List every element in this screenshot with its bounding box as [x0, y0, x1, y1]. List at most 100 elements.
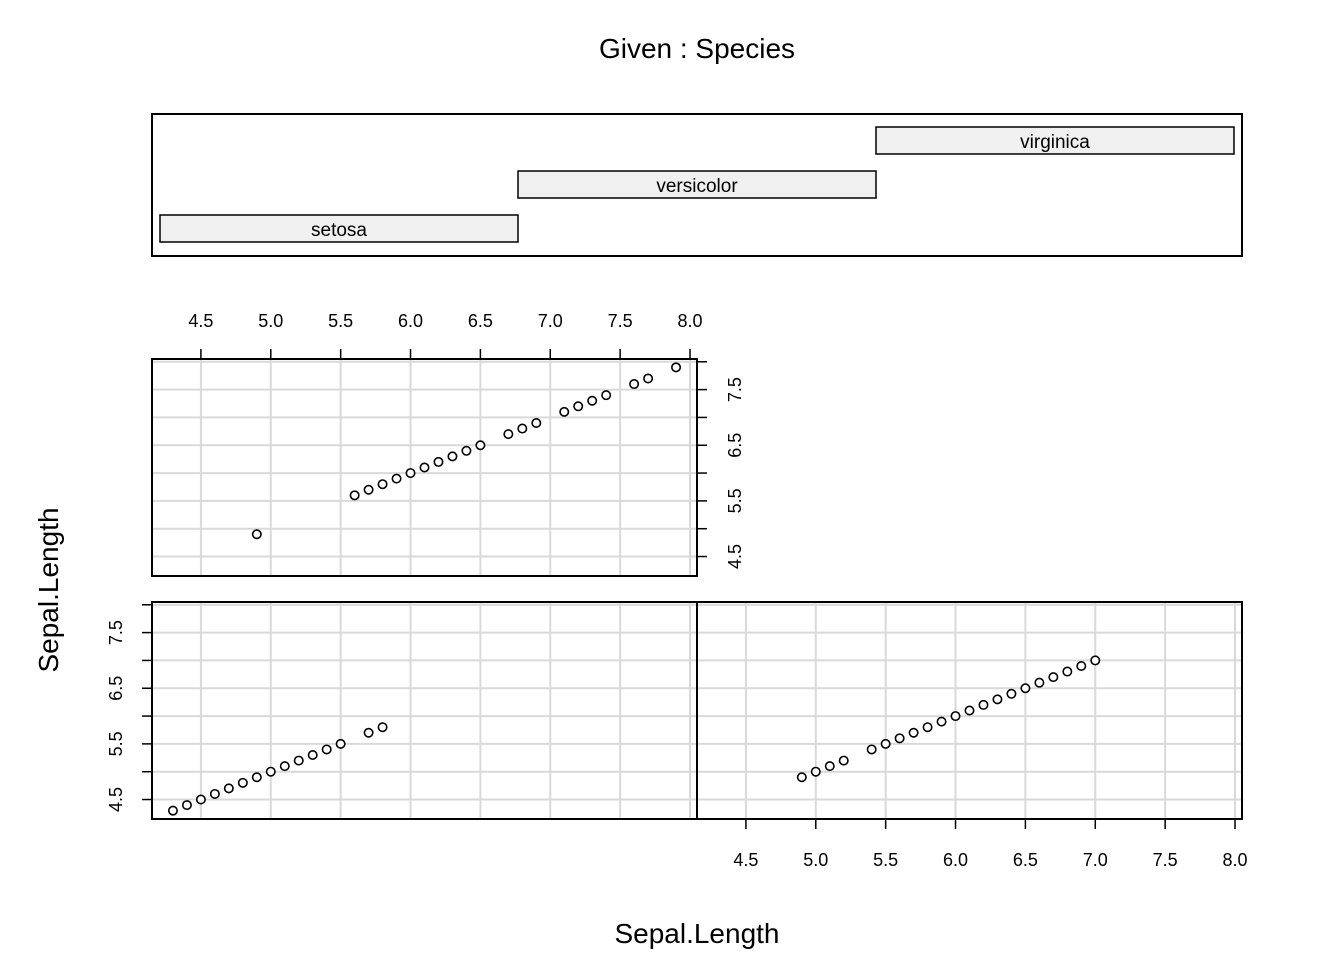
x-tick-label: 4.5: [733, 850, 758, 870]
data-point: [992, 694, 1003, 705]
panel-frame: [151, 358, 698, 577]
data-point: [251, 529, 262, 540]
panel-setosa: 4.5 5.5 6.5 7.5: [106, 601, 698, 820]
data-point: [363, 727, 374, 738]
y-tick-label: 7.5: [106, 620, 126, 645]
given-strip-frame: [151, 113, 1243, 257]
y-axis-title: Sepal.Length: [33, 507, 64, 672]
x-tick-label: 6.5: [468, 311, 493, 331]
data-point: [517, 423, 528, 434]
x-tick-label: 7.5: [1153, 850, 1178, 870]
x-tick-label: 5.5: [873, 850, 898, 870]
y-tick-label: 4.5: [106, 787, 126, 812]
data-point: [265, 766, 276, 777]
data-point: [433, 456, 444, 467]
y-tick-label: 7.5: [725, 377, 745, 402]
panel-frame: [151, 601, 698, 820]
x-axis-title: Sepal.Length: [614, 918, 779, 949]
data-point: [824, 761, 835, 772]
data-point: [531, 417, 542, 428]
data-point: [866, 744, 877, 755]
data-point: [461, 445, 472, 456]
data-point: [321, 744, 332, 755]
y-tick-label: 6.5: [106, 676, 126, 701]
data-point: [796, 772, 807, 783]
x-tick-label: 6.0: [398, 311, 423, 331]
data-point: [1020, 683, 1031, 694]
x-tick-label: 6.0: [943, 850, 968, 870]
data-point: [293, 755, 304, 766]
data-point: [908, 727, 919, 738]
x-tick-label: 8.0: [677, 311, 702, 331]
given-strip-versicolor: versicolor: [517, 170, 877, 199]
data-point: [251, 772, 262, 783]
data-point: [405, 468, 416, 479]
given-strip-bar: [517, 170, 877, 199]
x-tick-label: 4.5: [188, 311, 213, 331]
y-tick-label: 5.5: [725, 488, 745, 513]
data-point: [964, 705, 975, 716]
given-strip-bar: [159, 214, 519, 243]
panel-virginica: 4.5 5.0 5.5 6.0 6.5 7.0 7.5 8.0 4.5 5.5 6.5 7.5: [151, 311, 745, 577]
data-point: [601, 390, 612, 401]
data-point: [838, 755, 849, 766]
data-point: [573, 401, 584, 412]
data-point: [377, 722, 388, 733]
scatter-panels: 4.5 5.5 6.5 7.5 4.5 5.0 5.5 6.0 6.5 7.0 7.5 8.0 4.5 5…: [106, 311, 1248, 870]
y-tick-label: 6.5: [725, 433, 745, 458]
data-point: [1090, 655, 1101, 666]
data-point: [237, 777, 248, 788]
data-point: [643, 373, 654, 384]
x-tick-label: 5.0: [803, 850, 828, 870]
data-point: [377, 479, 388, 490]
data-point: [629, 379, 640, 390]
x-tick-label: 6.5: [1013, 850, 1038, 870]
data-point: [447, 451, 458, 462]
data-point: [559, 406, 570, 417]
data-point: [1006, 688, 1017, 699]
data-point: [195, 794, 206, 805]
given-strip-bar: [875, 126, 1235, 155]
data-point: [363, 484, 374, 495]
data-point: [894, 733, 905, 744]
given-strip-label: virginica: [1020, 132, 1090, 153]
data-point: [922, 722, 933, 733]
data-point: [181, 800, 192, 811]
data-point: [587, 395, 598, 406]
given-strip-panel: setosa versicolor virginica: [151, 113, 1243, 257]
data-point: [810, 766, 821, 777]
data-point: [880, 738, 891, 749]
x-tick-label: 7.0: [1083, 850, 1108, 870]
y-tick-label: 4.5: [725, 544, 745, 569]
given-strip-label: versicolor: [656, 176, 738, 197]
data-point: [307, 750, 318, 761]
chart-title: Given : Species: [599, 33, 795, 64]
data-point: [1048, 672, 1059, 683]
data-point: [671, 362, 682, 373]
x-tick-label: 7.5: [608, 311, 633, 331]
data-point: [1034, 677, 1045, 688]
data-point: [475, 440, 486, 451]
panel-versicolor: 4.5 5.0 5.5 6.0 6.5 7.0 7.5 8.0: [696, 601, 1248, 870]
data-point: [1062, 666, 1073, 677]
given-strip-virginica: virginica: [875, 126, 1235, 155]
data-point: [419, 462, 430, 473]
x-tick-label: 8.0: [1222, 850, 1247, 870]
x-tick-label: 7.0: [538, 311, 563, 331]
data-point: [978, 699, 989, 710]
data-point: [950, 711, 961, 722]
given-strip-label: setosa: [311, 220, 367, 241]
panel-frame: [696, 601, 1243, 820]
given-strip-setosa: setosa: [159, 214, 519, 243]
x-tick-label: 5.5: [328, 311, 353, 331]
data-point: [936, 716, 947, 727]
data-point: [167, 805, 178, 816]
data-point: [279, 761, 290, 772]
data-point: [503, 429, 514, 440]
x-tick-label: 5.0: [258, 311, 283, 331]
data-point: [209, 788, 220, 799]
data-point: [1076, 660, 1087, 671]
data-point: [391, 473, 402, 484]
data-point: [349, 490, 360, 501]
